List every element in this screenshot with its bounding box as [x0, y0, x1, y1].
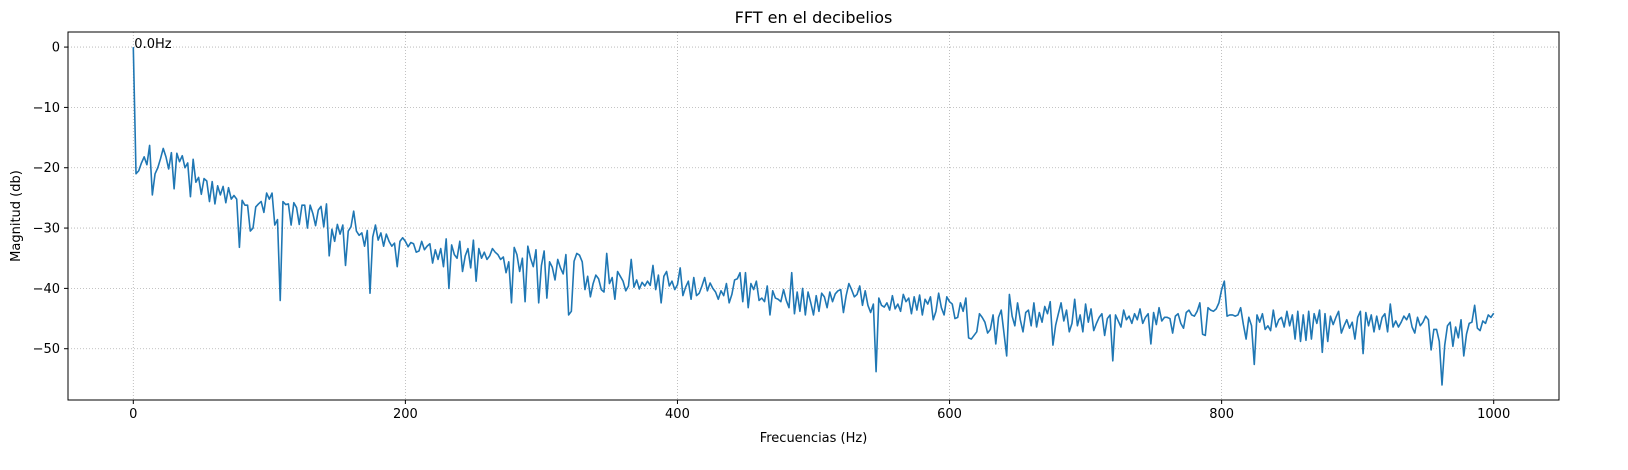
- x-axis-label: Frecuencias (Hz): [760, 431, 868, 446]
- y-tick-label: −20: [33, 161, 60, 176]
- series-layer: [132, 47, 1495, 386]
- x-axis: 0 200 400 600 800 1000: [129, 400, 1510, 422]
- y-tick-label: −30: [33, 222, 60, 237]
- y-tick-label: −50: [33, 342, 60, 357]
- y-tick-label: −10: [33, 101, 60, 116]
- grid: [68, 32, 1559, 400]
- annotations: 0.0Hz: [134, 37, 171, 52]
- x-tick-label: 1000: [1477, 407, 1510, 422]
- peak-annotation: 0.0Hz: [134, 37, 171, 52]
- x-tick-label: 0: [129, 407, 137, 422]
- plot-frame: [67, 31, 1560, 401]
- x-tick-label: 200: [393, 407, 418, 422]
- chart-title: FFT en el decibelios: [735, 8, 893, 27]
- y-tick-label: −40: [33, 282, 60, 297]
- y-tick-label: 0: [52, 41, 60, 56]
- y-axis: 0 −10 −20 −30 −40 −50: [33, 41, 68, 357]
- y-axis-label: Magnitud (db): [9, 170, 24, 262]
- x-tick-label: 600: [937, 407, 962, 422]
- x-tick-label: 400: [665, 407, 690, 422]
- x-tick-label: 800: [1209, 407, 1234, 422]
- series-line: [132, 47, 1495, 386]
